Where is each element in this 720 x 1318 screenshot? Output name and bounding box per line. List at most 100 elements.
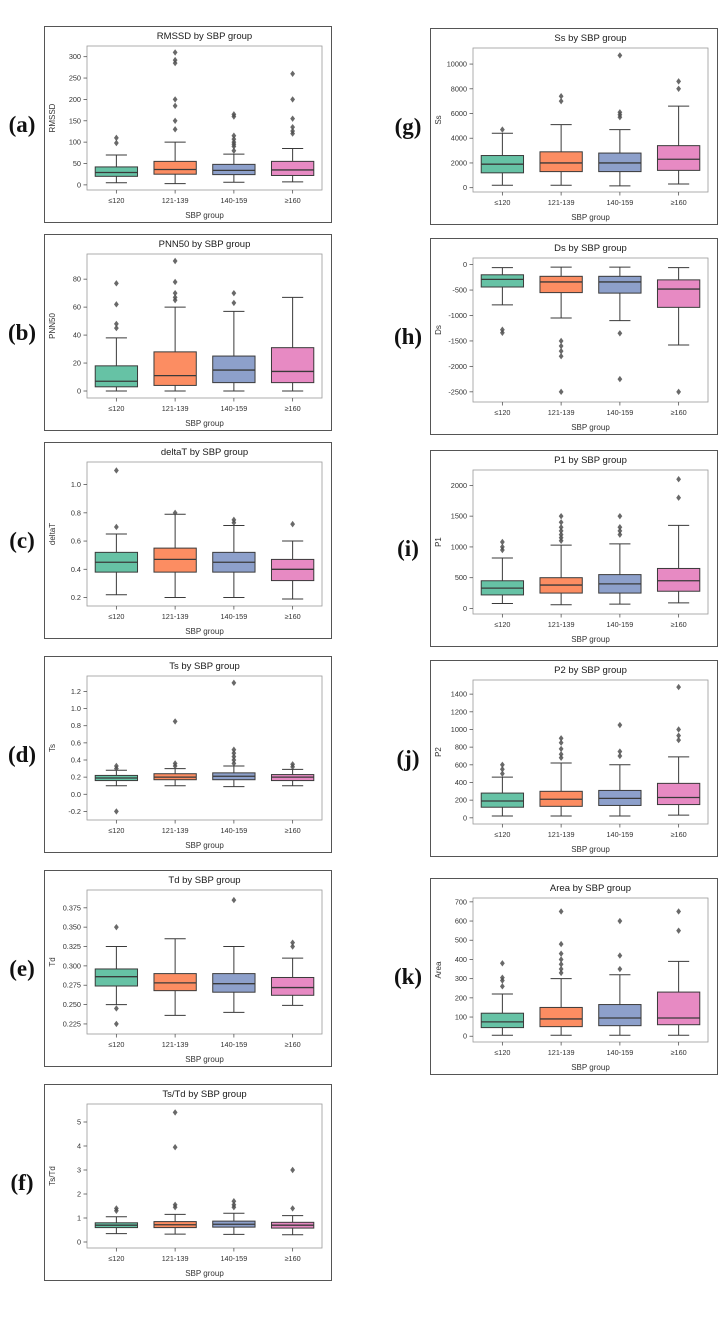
boxplot-chart-rmssd: RMSSD by SBP group 0 50 100 150 200 250 300 RMSS… [48, 31, 323, 220]
svg-text:deltaT: deltaT [48, 523, 57, 545]
svg-text:1.0: 1.0 [71, 480, 81, 489]
svg-text:SBP group: SBP group [185, 1055, 224, 1064]
panel-label-i: (i) [397, 535, 419, 561]
svg-text:4: 4 [77, 1142, 81, 1151]
svg-text:≤120: ≤120 [108, 404, 124, 413]
svg-text:140-159: 140-159 [220, 1254, 247, 1263]
svg-text:140-159: 140-159 [606, 1048, 633, 1057]
svg-text:≥160: ≥160 [671, 830, 687, 839]
svg-text:3: 3 [77, 1166, 81, 1175]
boxplot-panel-ss: Ss by SBP group 0 2000 4000 6000 8000 10000 Ss ≤… [430, 28, 718, 225]
svg-text:400: 400 [455, 955, 467, 964]
svg-text:140-159: 140-159 [606, 830, 633, 839]
svg-text:0: 0 [77, 387, 81, 396]
chart-row-area: (k) Area by SBP group 0 100 200 300 400 500 600… [394, 878, 718, 1075]
boxplot-chart-pnn50: PNN50 by SBP group 0 20 40 60 80 PNN50 ≤120 121-… [48, 239, 323, 428]
svg-text:2000: 2000 [451, 481, 467, 490]
svg-text:Ds by SBP group: Ds by SBP group [554, 243, 627, 254]
svg-text:-500: -500 [452, 286, 467, 295]
panel-label-c: (c) [9, 527, 35, 553]
svg-text:2: 2 [77, 1190, 81, 1199]
svg-text:≥160: ≥160 [671, 198, 687, 207]
svg-text:≤120: ≤120 [108, 826, 124, 835]
svg-text:SBP group: SBP group [571, 423, 610, 432]
svg-text:≤120: ≤120 [108, 1254, 124, 1263]
svg-text:8000: 8000 [451, 84, 467, 93]
svg-text:121-139: 121-139 [548, 830, 575, 839]
svg-text:200: 200 [69, 95, 81, 104]
svg-text:80: 80 [73, 275, 81, 284]
svg-text:140-159: 140-159 [220, 612, 247, 621]
svg-text:0.6: 0.6 [71, 738, 81, 747]
svg-text:0: 0 [463, 604, 467, 613]
boxplot-panel-area: Area by SBP group 0 100 200 300 400 500 600 700 A… [430, 878, 718, 1075]
panel-label-e: (e) [9, 955, 35, 981]
svg-text:0.2: 0.2 [71, 773, 81, 782]
svg-text:500: 500 [455, 573, 467, 582]
svg-text:0.0: 0.0 [71, 790, 81, 799]
svg-text:1.0: 1.0 [71, 704, 81, 713]
svg-text:1200: 1200 [451, 707, 467, 716]
svg-text:1000: 1000 [451, 725, 467, 734]
svg-text:0.225: 0.225 [63, 1019, 81, 1028]
svg-text:140-159: 140-159 [220, 404, 247, 413]
boxplot-chart-deltat: deltaT by SBP group 0.2 0.4 0.6 0.8 1.0 deltaT… [48, 447, 323, 636]
svg-text:121-139: 121-139 [162, 1254, 189, 1263]
svg-text:SBP group: SBP group [185, 211, 224, 220]
boxplot-chart-td: Td by SBP group 0.225 0.250 0.275 0.300 0.325… [48, 875, 323, 1064]
svg-text:60: 60 [73, 303, 81, 312]
svg-text:Ts by SBP group: Ts by SBP group [169, 661, 240, 672]
svg-text:0.2: 0.2 [71, 593, 81, 602]
svg-text:121-139: 121-139 [162, 196, 189, 205]
svg-text:0.300: 0.300 [63, 961, 81, 970]
chart-row-rmssd: (a) RMSSD by SBP group 0 50 100 150 200 250 300… [9, 26, 332, 223]
chart-row-p2: (j) P2 by SBP group 0 200 400 600 800 1000 1200… [397, 660, 718, 857]
svg-text:121-139: 121-139 [548, 408, 575, 417]
svg-text:700: 700 [455, 897, 467, 906]
svg-text:≤120: ≤120 [108, 1040, 124, 1049]
svg-text:≤120: ≤120 [494, 620, 510, 629]
svg-text:P1 by SBP group: P1 by SBP group [554, 455, 627, 466]
chart-row-pnn50: (b) PNN50 by SBP group 0 20 40 60 80 PNN50 ≤120… [8, 234, 332, 431]
svg-text:300: 300 [455, 974, 467, 983]
svg-text:140-159: 140-159 [220, 196, 247, 205]
svg-text:10000: 10000 [447, 60, 467, 69]
svg-text:121-139: 121-139 [162, 1040, 189, 1049]
svg-text:Ts: Ts [48, 744, 57, 752]
svg-text:140-159: 140-159 [220, 826, 247, 835]
svg-text:140-159: 140-159 [606, 408, 633, 417]
svg-text:250: 250 [69, 74, 81, 83]
panel-label-d: (d) [7, 741, 37, 767]
panel-label-k: (k) [393, 963, 423, 989]
boxplot-panel-ts: Ts by SBP group -0.2 0.0 0.2 0.4 0.6 0.8 1.0 1.2… [44, 656, 332, 853]
svg-text:Area: Area [434, 961, 443, 978]
svg-text:0.6: 0.6 [71, 537, 81, 546]
panel-label-a: (a) [8, 111, 36, 137]
svg-text:≥160: ≥160 [285, 196, 301, 205]
boxplot-chart-ts: Ts by SBP group -0.2 0.0 0.2 0.4 0.6 0.8 1.0 1.2… [48, 661, 323, 850]
svg-text:1.2: 1.2 [71, 687, 81, 696]
svg-text:100: 100 [69, 138, 81, 147]
svg-text:0: 0 [77, 1238, 81, 1247]
svg-text:500: 500 [455, 936, 467, 945]
svg-text:P2 by SBP group: P2 by SBP group [554, 665, 627, 676]
svg-text:Ss by SBP group: Ss by SBP group [554, 33, 626, 44]
svg-text:0.325: 0.325 [63, 942, 81, 951]
svg-text:≥160: ≥160 [285, 404, 301, 413]
svg-text:800: 800 [455, 743, 467, 752]
svg-text:SBP group: SBP group [571, 635, 610, 644]
chart-row-ss: (g) Ss by SBP group 0 2000 4000 6000 8000 1000… [395, 28, 718, 225]
svg-text:0: 0 [77, 180, 81, 189]
svg-text:5: 5 [77, 1118, 81, 1127]
svg-text:121-139: 121-139 [162, 826, 189, 835]
svg-text:PNN50: PNN50 [48, 313, 57, 339]
svg-text:300: 300 [69, 52, 81, 61]
svg-text:121-139: 121-139 [162, 404, 189, 413]
svg-text:0: 0 [463, 183, 467, 192]
boxplot-panel-p2: P2 by SBP group 0 200 400 600 800 1000 1200 1400… [430, 660, 718, 857]
chart-row-deltat: (c) deltaT by SBP group 0.2 0.4 0.6 0.8 1.0 de… [9, 442, 332, 639]
svg-text:SBP group: SBP group [185, 419, 224, 428]
svg-text:140-159: 140-159 [606, 198, 633, 207]
svg-text:20: 20 [73, 359, 81, 368]
